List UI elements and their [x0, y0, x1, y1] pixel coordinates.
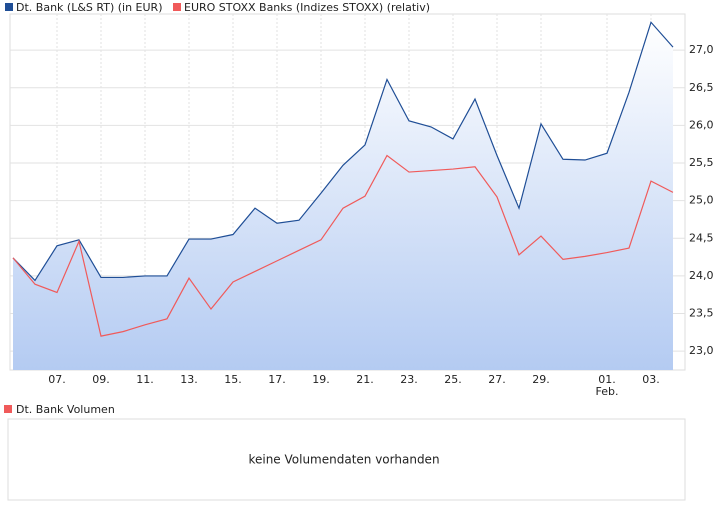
series-line	[12, 21, 674, 282]
x-tick-label: 15.	[224, 373, 242, 386]
volume-message: keine Volumendaten vorhanden	[248, 453, 439, 467]
x-tick-label: 25.	[444, 373, 462, 386]
legend-label: EURO STOXX Banks (Indizes STOXX) (relati…	[184, 1, 430, 14]
volume-panel	[7, 418, 686, 501]
y-tick-label: 23,0	[689, 344, 714, 357]
x-tick-label: 03.	[642, 373, 660, 386]
x-tick-label: 09.	[92, 373, 110, 386]
series-line	[12, 154, 674, 337]
x-tick-label: 19.	[312, 373, 330, 386]
x-tick-label: 07.	[48, 373, 66, 386]
y-tick-label: 26,5	[689, 81, 714, 94]
y-tick-label: 23,5	[689, 307, 714, 320]
x-tick-label: 13.	[180, 373, 198, 386]
x-tick-label: 23.	[400, 373, 418, 386]
volume-legend-swatch	[4, 405, 12, 413]
x-tick-label: 11.	[136, 373, 154, 386]
legend-label: Dt. Bank (L&S RT) (in EUR)	[16, 1, 162, 14]
legend-swatch	[5, 3, 13, 11]
x-tick-sublabel: Feb.	[596, 385, 619, 398]
y-tick-label: 24,0	[689, 269, 714, 282]
y-tick-label: 24,5	[689, 231, 714, 244]
y-tick-label: 26,0	[689, 118, 714, 131]
volume-legend: Dt. Bank Volumen	[16, 403, 115, 416]
x-tick-label: 21.	[356, 373, 374, 386]
legend-swatch	[173, 3, 181, 11]
x-tick-label: 29.	[532, 373, 550, 386]
y-tick-label: 27,0	[689, 43, 714, 56]
x-tick-label: 17.	[268, 373, 286, 386]
y-tick-label: 25,0	[689, 194, 714, 207]
x-tick-label: 01.	[598, 373, 616, 386]
x-tick-label: 27.	[488, 373, 506, 386]
y-tick-label: 25,5	[689, 156, 714, 169]
series-area	[13, 22, 673, 370]
